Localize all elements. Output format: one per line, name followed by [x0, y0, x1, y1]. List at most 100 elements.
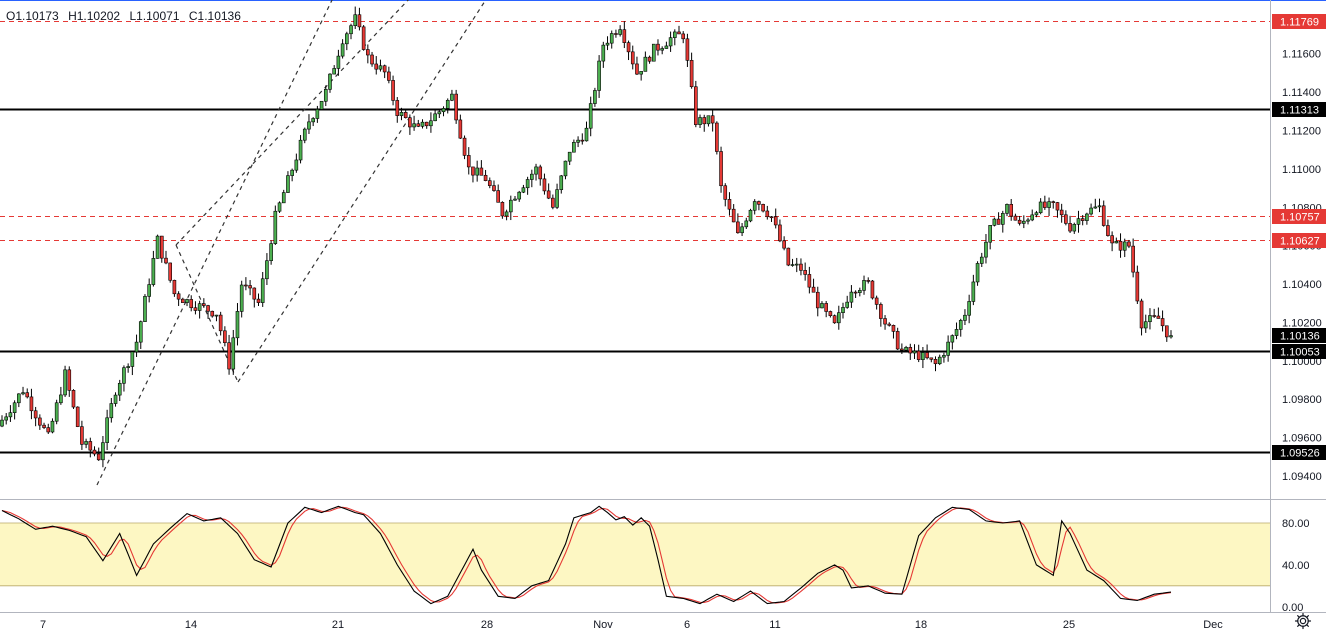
candle — [281, 189, 286, 204]
candle — [315, 105, 320, 123]
candle — [256, 293, 261, 306]
candle — [290, 168, 294, 182]
time-tick-label: 11 — [769, 619, 780, 631]
candle — [1009, 198, 1014, 221]
candle — [731, 204, 736, 223]
oscillator-tick-label: 80.00 — [1282, 518, 1310, 530]
price-tick-label: 1.09400 — [1282, 471, 1322, 483]
channel-upper-line[interactable] — [175, 0, 410, 246]
candle — [921, 346, 925, 369]
candle — [601, 41, 606, 68]
candle — [496, 184, 500, 203]
candle — [538, 164, 543, 186]
candle — [1055, 201, 1060, 218]
candle — [277, 201, 282, 213]
candle — [248, 280, 252, 296]
candle — [521, 184, 526, 194]
channel-parallel-line[interactable] — [237, 0, 487, 383]
candle — [336, 49, 341, 76]
stochastic-d-line — [1, 506, 1172, 604]
candle — [618, 25, 622, 37]
trend-channel-drawings[interactable] — [96, 0, 487, 486]
candle — [996, 212, 1001, 225]
candle — [525, 176, 530, 195]
candle — [487, 177, 492, 189]
candle — [546, 183, 551, 200]
candle — [408, 114, 412, 135]
candle — [172, 279, 177, 297]
candle — [8, 405, 13, 422]
candle — [382, 64, 387, 79]
candle — [1072, 222, 1077, 234]
candle — [609, 30, 614, 49]
price-level-label: 1.11313 — [1280, 105, 1319, 117]
candle — [345, 31, 349, 51]
channel-anchor-line[interactable] — [175, 244, 239, 383]
candle — [445, 98, 450, 114]
candle — [1169, 330, 1173, 339]
candle — [218, 311, 223, 336]
candle — [736, 213, 740, 234]
time-tick-label: 14 — [185, 619, 197, 631]
channel-lower-line[interactable] — [96, 0, 333, 486]
candle — [450, 89, 454, 102]
candle — [298, 135, 303, 164]
candle — [38, 414, 42, 430]
candle — [63, 365, 67, 397]
candle — [769, 216, 774, 222]
candle — [1164, 325, 1169, 342]
candle — [1143, 314, 1148, 333]
candle — [101, 436, 105, 468]
candle — [677, 25, 681, 35]
candle — [815, 286, 820, 317]
candle — [260, 272, 265, 307]
price-label-bg — [1272, 14, 1326, 29]
candle — [925, 344, 929, 360]
candle — [164, 250, 168, 265]
price-tick-label: 1.10400 — [1282, 279, 1322, 291]
candle — [719, 146, 723, 193]
candle — [933, 356, 938, 372]
candle — [206, 304, 210, 319]
candle — [858, 287, 862, 297]
candle — [458, 114, 463, 140]
candle — [1101, 200, 1106, 227]
candle — [437, 110, 442, 119]
candle — [50, 418, 55, 434]
price-tick-label: 1.11000 — [1282, 164, 1321, 176]
candle — [790, 258, 795, 267]
candle — [193, 301, 198, 315]
candle — [155, 234, 160, 259]
candle — [429, 112, 433, 133]
candle — [84, 438, 88, 449]
candle — [668, 31, 673, 52]
stochastic-band — [0, 523, 1270, 586]
candle — [576, 136, 580, 148]
candle — [563, 160, 568, 180]
candle — [832, 314, 837, 324]
candlestick-series — [0, 6, 1173, 468]
candle — [1156, 307, 1161, 319]
candle — [138, 320, 143, 349]
axes: 1.116001.114001.112001.110001.108001.106… — [40, 49, 1322, 631]
candle — [870, 279, 875, 300]
oscillator-tick-label: 40.00 — [1282, 560, 1310, 572]
time-tick-label: 21 — [332, 619, 344, 631]
candle — [567, 151, 572, 166]
gear-icon[interactable] — [1294, 612, 1312, 630]
ohlc-low: L1.10071 — [129, 9, 180, 23]
candle — [113, 392, 118, 407]
candle — [1106, 219, 1110, 237]
candle — [530, 169, 534, 188]
candle — [849, 285, 854, 308]
candle — [761, 203, 765, 213]
candle — [433, 109, 437, 122]
candle — [265, 253, 269, 285]
candle — [80, 420, 84, 450]
candle — [374, 56, 379, 75]
price-level-label: 1.09526 — [1280, 448, 1320, 460]
candle — [1030, 209, 1035, 222]
candle — [471, 166, 475, 183]
oscillator-tick-label: 0.00 — [1282, 602, 1303, 614]
